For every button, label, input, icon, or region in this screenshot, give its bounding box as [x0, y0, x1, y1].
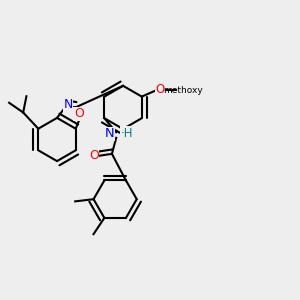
Text: N: N	[105, 127, 115, 140]
Text: ·H: ·H	[121, 127, 133, 140]
Text: methoxy: methoxy	[163, 85, 203, 94]
Text: N: N	[63, 98, 73, 112]
Text: O: O	[89, 149, 99, 163]
Text: O: O	[74, 107, 84, 120]
Text: O: O	[155, 83, 165, 96]
